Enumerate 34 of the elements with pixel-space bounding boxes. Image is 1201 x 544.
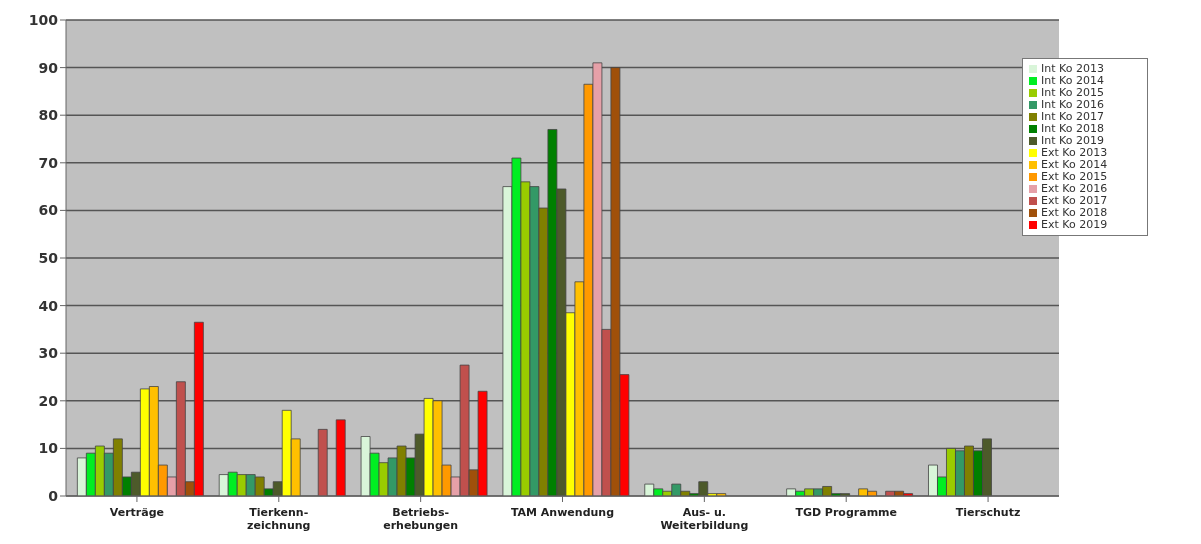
bar bbox=[317, 428, 328, 496]
x-tick-label: TAM Anwendung bbox=[510, 506, 615, 519]
y-tick-label: 40 bbox=[38, 297, 59, 314]
legend-label: Int Ko 2017 bbox=[1041, 110, 1104, 123]
legend-label: Ext Ko 2013 bbox=[1041, 146, 1108, 159]
legend-label: Ext Ko 2014 bbox=[1041, 158, 1108, 171]
x-tick-label: Verträge bbox=[109, 506, 165, 519]
y-tick-label: 0 bbox=[48, 487, 59, 504]
x-tick-label: Tierkenn- zeichnung bbox=[247, 506, 311, 532]
legend-label: Ext Ko 2018 bbox=[1041, 206, 1108, 219]
y-tick-label: 20 bbox=[38, 392, 59, 409]
y-tick-label: 30 bbox=[38, 345, 59, 362]
x-tick-label: Tierschutz bbox=[955, 506, 1021, 519]
y-tick-label: 80 bbox=[38, 107, 59, 124]
legend-label: Ext Ko 2019 bbox=[1041, 218, 1108, 231]
y-tick-label: 60 bbox=[38, 202, 59, 219]
legend-label: Int Ko 2014 bbox=[1041, 74, 1104, 87]
x-tick-label: Betriebs- erhebungen bbox=[383, 506, 459, 532]
legend-label: Int Ko 2016 bbox=[1041, 98, 1104, 111]
y-tick-label: 10 bbox=[38, 440, 59, 457]
legend-label: Ext Ko 2016 bbox=[1041, 182, 1108, 195]
legend-label: Int Ko 2019 bbox=[1041, 134, 1104, 147]
x-tick-label: TGD Programme bbox=[795, 506, 898, 519]
legend-label: Int Ko 2013 bbox=[1041, 62, 1104, 75]
bar bbox=[335, 419, 346, 496]
y-tick-label: 50 bbox=[38, 249, 59, 266]
legend-label: Ext Ko 2015 bbox=[1041, 170, 1108, 183]
y-tick-label: 100 bbox=[28, 11, 59, 28]
y-tick-label: 70 bbox=[38, 154, 59, 171]
legend-label: Int Ko 2018 bbox=[1041, 122, 1104, 135]
y-tick-label: 90 bbox=[38, 59, 59, 76]
x-tick-label: Aus- u. Weiterbildung bbox=[660, 506, 749, 532]
legend-label: Int Ko 2015 bbox=[1041, 86, 1104, 99]
legend-label: Ext Ko 2017 bbox=[1041, 194, 1108, 207]
